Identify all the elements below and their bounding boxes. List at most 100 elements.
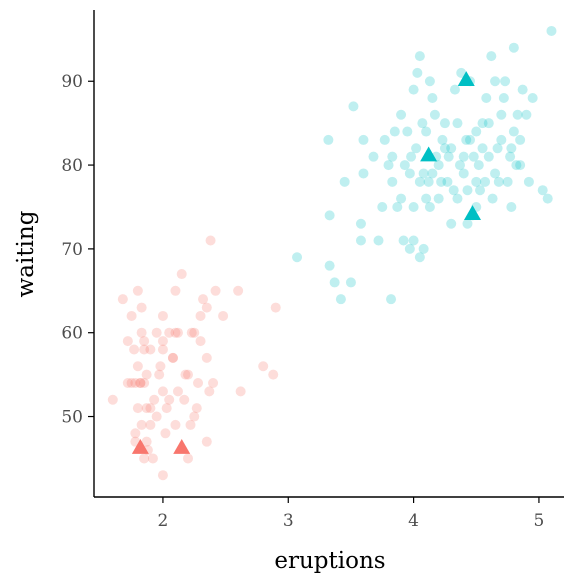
data-point [490,168,501,179]
ticks-layer: 2 3 4 5 50 60 70 80 90 [61,72,544,531]
data-point [433,193,444,204]
data-point [157,386,168,397]
y-tick-label: 50 [61,408,83,428]
data-point [436,176,447,187]
data-point [511,160,522,171]
data-point [136,302,147,313]
data-point [139,336,150,347]
data-point [399,160,410,171]
y-tick-label: 60 [61,324,83,344]
data-point [477,118,488,129]
data-point [512,109,523,120]
data-point [386,294,397,305]
data-point [424,201,435,212]
data-point [368,151,379,162]
data-point [408,84,419,95]
data-point [387,176,398,187]
data-point [126,310,137,321]
data-point [189,327,200,338]
data-point [402,126,413,137]
data-point [218,310,229,321]
data-point [480,176,491,187]
data-point [233,285,244,296]
data-point [373,235,384,246]
data-point [498,93,509,104]
data-point [145,419,156,430]
data-point [493,176,504,187]
data-point [323,134,334,145]
data-point [521,109,532,120]
data-point [205,235,216,246]
data-point [418,168,429,179]
x-axis-title: eruptions [274,548,385,574]
data-point [324,260,335,271]
data-point [427,168,438,179]
data-point [136,327,147,338]
data-point [157,344,168,355]
data-point [483,118,494,129]
data-point [496,109,507,120]
data-point [396,193,407,204]
data-point [324,210,335,221]
data-point [505,151,516,162]
data-point [145,403,156,414]
data-point [487,193,498,204]
data-point [130,378,141,389]
data-point [292,252,303,263]
data-point [481,93,492,104]
data-point [515,134,526,145]
data-point [439,118,450,129]
data-point [490,76,501,87]
data-point [508,42,519,53]
data-point [167,352,178,363]
data-point [483,151,494,162]
centroid-triangle [131,439,149,454]
y-axis-title: waiting [13,210,39,297]
data-point [398,235,409,246]
centroid-triangle [173,439,191,454]
data-point [170,327,181,338]
data-point [210,285,221,296]
data-point [496,134,507,145]
data-point [268,369,279,380]
data-point [442,176,453,187]
data-point [458,151,469,162]
data-point [141,436,152,447]
data-point [523,176,534,187]
data-point [448,185,459,196]
data-point [477,143,488,154]
data-point [462,218,473,229]
data-point [389,126,400,137]
data-point [471,126,482,137]
data-point [404,243,415,254]
data-point [439,143,450,154]
data-point [185,419,196,430]
data-point [396,109,407,120]
data-point [446,143,457,154]
data-point [348,101,359,112]
data-point [201,436,212,447]
data-point [176,269,187,280]
data-point [458,168,469,179]
data-point [141,369,152,380]
data-point [358,134,369,145]
data-point [107,394,118,405]
data-point [130,428,141,439]
x-tick-label: 3 [283,511,294,531]
data-point [179,394,190,405]
data-point [155,361,166,372]
data-point [189,411,200,422]
data-point [122,378,133,389]
y-tick-label: 80 [61,156,83,176]
data-point [414,51,425,62]
data-point [132,403,143,414]
data-point [204,386,215,397]
data-point [170,419,181,430]
data-point [406,151,417,162]
data-point [172,327,183,338]
data-point [161,403,172,414]
data-point [355,235,366,246]
data-point [508,126,519,137]
data-point [515,160,526,171]
